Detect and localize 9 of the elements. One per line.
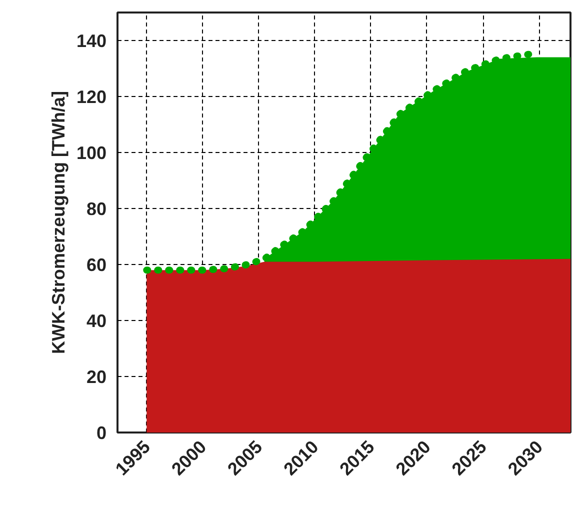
y-tick-label: 100 [76, 143, 107, 163]
y-tick-label: 20 [86, 367, 107, 387]
y-axis-title: KWK-Stromerzeugung [TWh/a] [48, 91, 68, 354]
y-tick-label: 120 [76, 87, 107, 107]
y-tick-label: 140 [76, 31, 107, 51]
y-tick-label: 60 [86, 255, 107, 275]
y-tick-label: 40 [86, 311, 107, 331]
y-tick-label: 80 [86, 199, 107, 219]
y-tick-label: 0 [96, 423, 107, 443]
